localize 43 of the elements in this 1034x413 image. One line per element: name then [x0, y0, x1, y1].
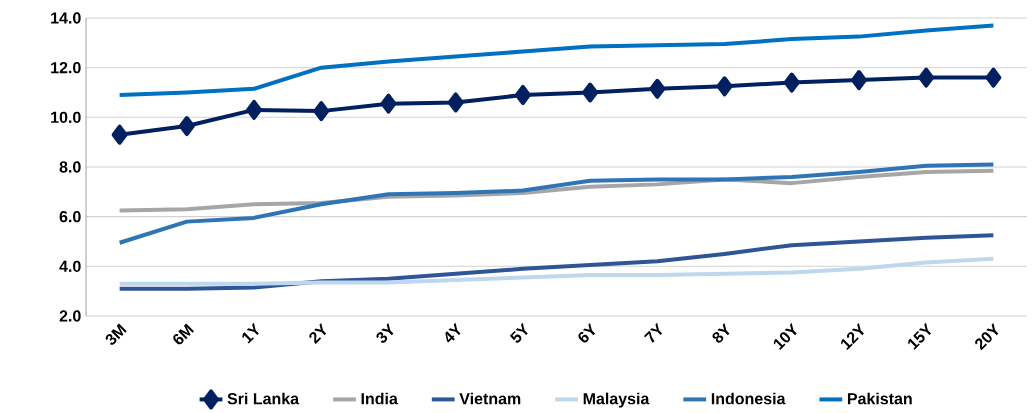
x-tick-label: 10Y — [773, 322, 797, 350]
legend-label: Indonesia — [711, 392, 786, 405]
x-tick-label: 4Y — [445, 322, 461, 343]
x-tick-label: 5Y — [509, 322, 528, 343]
x-tick-label: 3M — [105, 323, 127, 345]
point — [246, 99, 263, 120]
point — [850, 70, 867, 91]
line-series — [117, 23, 996, 97]
legend-label: Malaysia — [583, 392, 650, 408]
point — [649, 78, 666, 99]
x-tick-label: 2Y — [309, 322, 327, 344]
x-tick-label: 15Y — [908, 322, 931, 350]
point — [783, 72, 800, 93]
x-tick-label: 6Y — [578, 322, 596, 343]
x-tick-label: 3Y — [376, 322, 394, 343]
y-tick-label: 10.0 — [51, 111, 81, 123]
x-tick-label: 1Y — [242, 322, 259, 344]
point — [447, 92, 464, 113]
y-tick-label: 4.0 — [59, 260, 81, 272]
legend-label: Pakistan — [847, 392, 912, 405]
point — [514, 84, 531, 105]
x-tick-label: 8Y — [712, 322, 730, 343]
point — [985, 67, 1002, 88]
x-tick-label: 20Y — [975, 322, 999, 351]
y-tick-label: 14.0 — [51, 12, 81, 24]
point — [918, 67, 935, 88]
line-series — [117, 162, 996, 245]
point — [111, 124, 128, 145]
point — [178, 116, 195, 137]
y-tick-label: 2.0 — [59, 310, 81, 322]
legend-label: India — [361, 392, 398, 405]
legend-label: Vietnam — [459, 392, 521, 405]
point — [313, 101, 330, 122]
legend-label: Sri Lanka — [227, 392, 300, 405]
y-tick-label: 8.0 — [59, 161, 81, 173]
x-tick-label: 7Y — [643, 322, 663, 343]
point — [582, 82, 599, 103]
point — [380, 93, 397, 114]
x-tick-label: 6M — [173, 323, 194, 345]
x-tick-label: 12Y — [840, 322, 864, 350]
y-tick-label: 12.0 — [51, 62, 81, 74]
y-tick-label: 6.0 — [59, 211, 81, 223]
point — [716, 76, 733, 97]
